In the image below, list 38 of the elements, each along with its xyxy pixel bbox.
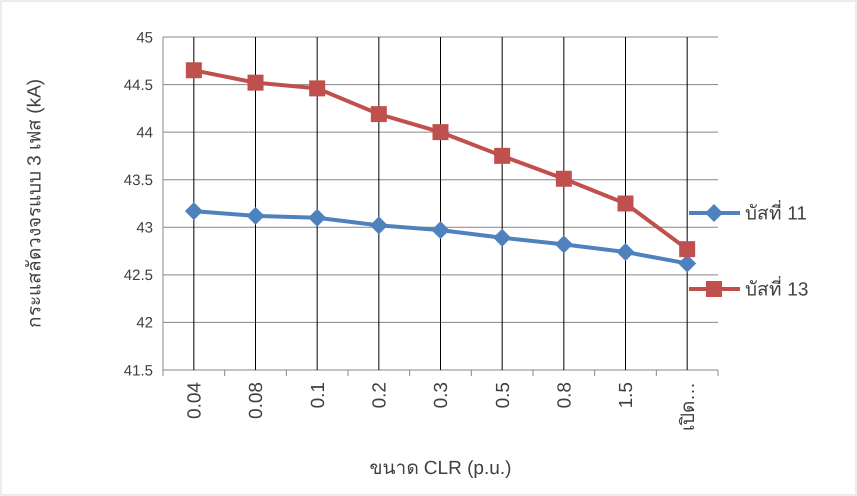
y-tick-label: 41.5	[124, 362, 153, 380]
y-tick-label: 44	[136, 124, 153, 142]
point	[554, 235, 573, 254]
point	[432, 221, 450, 240]
x-tick-label: 0.08	[246, 382, 268, 419]
point	[493, 228, 512, 247]
x-tick-label: 0.8	[554, 382, 576, 408]
point	[308, 208, 326, 227]
point	[616, 243, 634, 262]
y-axis-title: กระแสลัดวงจรแบบ 3 เฟส (kA)	[24, 78, 46, 328]
point	[370, 106, 387, 122]
point	[246, 206, 264, 225]
point	[556, 170, 572, 187]
y-tick-label: 43	[136, 220, 153, 237]
x-tick-label: 0.2	[369, 382, 390, 408]
point	[679, 241, 696, 258]
x-axis-title: ขนาด CLR (p.u.)	[370, 458, 512, 479]
x-tick-label: 1.5	[616, 382, 638, 408]
x-tick-label: 0.3	[431, 382, 452, 408]
y-tick-label: 42	[136, 314, 153, 332]
point	[618, 196, 634, 212]
x-tick-label: 0.5	[492, 382, 514, 408]
point	[370, 216, 388, 234]
y-tick-label: 44.5	[124, 76, 153, 94]
point	[494, 148, 510, 164]
point	[248, 74, 264, 91]
x-tick-label: 0.1	[308, 382, 329, 408]
y-tick-label: 43.5	[124, 172, 153, 189]
point	[309, 80, 326, 96]
x-tick-label: เปิด…	[678, 382, 699, 431]
point	[432, 124, 448, 140]
y-tick-label: 42.5	[124, 267, 153, 284]
legend-label: บัสที่ 11	[745, 200, 808, 225]
point	[184, 202, 203, 220]
x-tick-label: 0.04	[184, 382, 206, 419]
y-tick-label: 45	[136, 29, 153, 46]
point	[186, 62, 202, 78]
legend-label: บัสที่ 13	[745, 276, 808, 301]
